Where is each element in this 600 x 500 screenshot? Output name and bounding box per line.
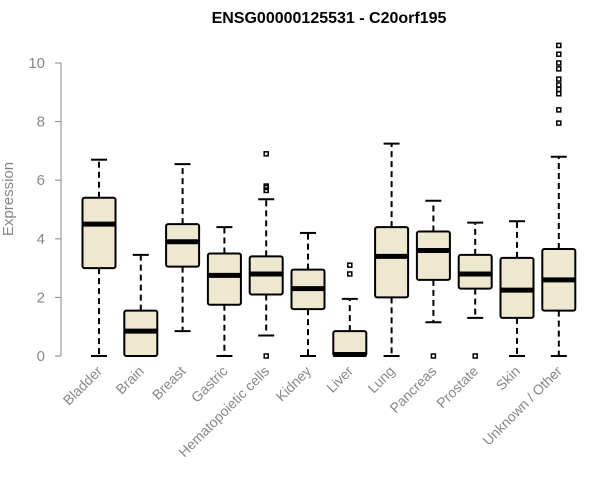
iqr-box: [415, 230, 451, 281]
box-gastric: [206, 226, 242, 357]
box-lung: [374, 142, 410, 357]
iqr-box: [206, 252, 242, 306]
box-bladder: [81, 158, 117, 357]
y-tick-label: 10: [28, 55, 45, 72]
x-tick-label: Breast: [149, 363, 189, 403]
outlier-point: [556, 76, 562, 82]
x-tick-label: Lung: [364, 363, 397, 396]
box-pancreas: [415, 199, 451, 359]
box-breast: [165, 163, 201, 333]
box-skin: [499, 220, 535, 357]
box-hematopoietic-cells: [248, 151, 284, 359]
x-tick-label: Prostate: [433, 363, 481, 411]
box-unknown-other: [541, 42, 577, 357]
plot-area: [81, 42, 577, 359]
iqr-box: [165, 223, 201, 268]
y-tick-label: 8: [37, 114, 45, 131]
y-tick-label: 0: [37, 348, 45, 365]
box-prostate: [457, 221, 493, 359]
box-kidney: [290, 231, 326, 357]
outlier-point: [556, 107, 562, 113]
y-tick-label: 4: [37, 231, 45, 248]
outlier-point: [263, 353, 269, 359]
outlier-point: [556, 120, 562, 126]
outlier-point: [347, 271, 353, 277]
y-tick-label: 2: [37, 289, 45, 306]
outlier-point: [472, 353, 478, 359]
outlier-point: [556, 82, 562, 88]
box-brain: [123, 253, 159, 357]
outlier-point: [556, 60, 562, 66]
box-liver: [332, 262, 368, 358]
x-tick-label: Liver: [323, 363, 356, 396]
iqr-box: [81, 196, 117, 270]
chart-title: ENSG00000125531 - C20orf195: [212, 10, 447, 27]
x-tick-label: Kidney: [273, 363, 315, 405]
x-tick-label: Brain: [112, 363, 146, 397]
y-axis: 0 2 4 6 8 10: [28, 55, 62, 365]
outlier-point: [263, 151, 269, 157]
x-tick-label: Skin: [493, 363, 524, 394]
outlier-point: [263, 183, 269, 189]
y-axis-label: Expression: [0, 162, 17, 236]
x-tick-label: Unknown / Other: [479, 363, 565, 449]
outlier-point: [430, 353, 437, 359]
y-tick-label: 6: [37, 172, 45, 189]
outlier-point: [556, 66, 562, 72]
outlier-point: [556, 51, 562, 57]
iqr-box: [374, 226, 410, 299]
outlier-point: [347, 262, 353, 268]
outlier-point: [556, 42, 562, 49]
outlier-point: [556, 91, 562, 97]
outlier-point: [556, 86, 562, 93]
x-tick-label: Bladder: [60, 363, 106, 409]
